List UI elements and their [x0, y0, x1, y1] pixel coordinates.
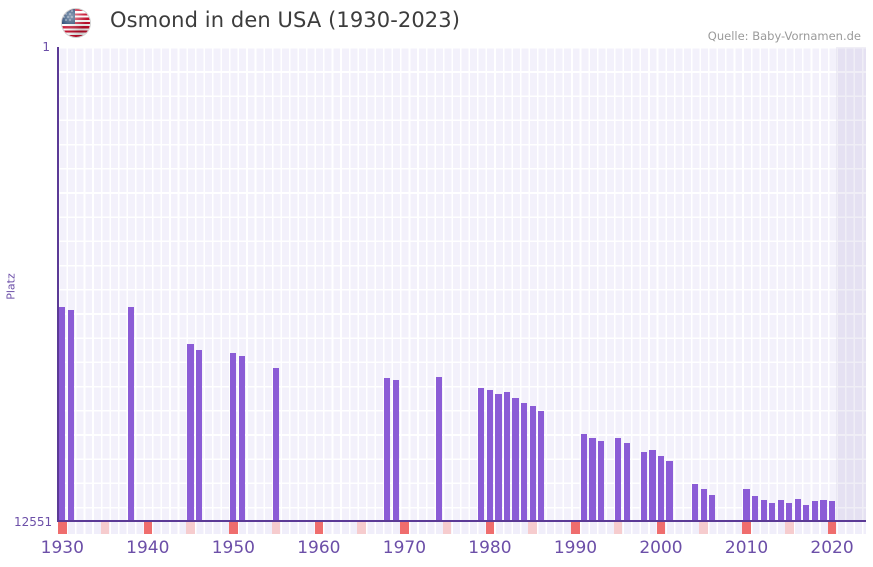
- bar[interactable]: [786, 503, 793, 521]
- bar[interactable]: [649, 450, 656, 521]
- bar[interactable]: [589, 438, 596, 521]
- x-tick-minor: [186, 522, 195, 534]
- bar[interactable]: [521, 403, 528, 521]
- bar[interactable]: [615, 438, 622, 521]
- x-axis-tick-label: 1980: [468, 538, 512, 558]
- bar[interactable]: [503, 392, 511, 521]
- bar[interactable]: [67, 310, 74, 521]
- x-axis-tick-label: 2000: [639, 538, 683, 558]
- bar[interactable]: [59, 307, 66, 521]
- bar[interactable]: [743, 489, 750, 521]
- x-tick-major: [485, 522, 495, 534]
- bar[interactable]: [529, 406, 536, 521]
- bar[interactable]: [803, 505, 810, 521]
- bar[interactable]: [709, 495, 716, 521]
- bar[interactable]: [811, 501, 819, 521]
- bar[interactable]: [777, 500, 784, 521]
- x-axis-tick-label: 1960: [297, 538, 341, 558]
- x-tick-minor: [699, 522, 709, 534]
- y-axis-title: Platz: [4, 273, 18, 300]
- x-axis-tick-label: 1950: [211, 538, 255, 558]
- bar[interactable]: [230, 353, 237, 521]
- x-tick-major: [827, 522, 837, 534]
- x-tick-major: [742, 522, 751, 534]
- bar[interactable]: [187, 344, 194, 521]
- x-tick-minor: [613, 522, 623, 534]
- x-axis-tick-label: 2020: [810, 538, 854, 558]
- source-attribution: Quelle: Baby-Vornamen.de: [707, 29, 861, 43]
- x-tick-major: [229, 522, 238, 534]
- x-tick-major: [143, 522, 153, 534]
- bar[interactable]: [512, 398, 519, 521]
- bar[interactable]: [486, 390, 493, 521]
- x-tick-minor: [442, 522, 452, 534]
- plot-area: [58, 47, 866, 521]
- x-tick-minor: [785, 522, 794, 534]
- chart-header: Osmond in den USA (1930-2023) Quelle: Ba…: [0, 0, 873, 44]
- bar[interactable]: [238, 356, 245, 521]
- bar[interactable]: [580, 434, 588, 521]
- x-tick-minor: [357, 522, 366, 534]
- x-axis-tick-label: 1940: [126, 538, 170, 558]
- x-tick-minor: [271, 522, 281, 534]
- x-axis-tick-label: 1930: [40, 538, 84, 558]
- bar[interactable]: [478, 388, 485, 521]
- bar[interactable]: [666, 461, 673, 521]
- bar[interactable]: [273, 368, 280, 521]
- bar[interactable]: [657, 456, 665, 521]
- bar[interactable]: [640, 452, 647, 521]
- x-tick-major: [314, 522, 324, 534]
- page-title: Osmond in den USA (1930-2023): [110, 8, 461, 32]
- bar[interactable]: [769, 503, 776, 521]
- y-axis-line: [57, 47, 59, 521]
- bar[interactable]: [127, 307, 134, 521]
- bar[interactable]: [692, 484, 699, 521]
- bar[interactable]: [794, 499, 801, 521]
- bar[interactable]: [760, 500, 767, 521]
- bar[interactable]: [623, 443, 630, 521]
- bar-series: [58, 47, 866, 521]
- bar[interactable]: [435, 377, 442, 521]
- x-axis-tick-label: 1970: [382, 538, 427, 558]
- us-flag-icon: [62, 9, 90, 37]
- bar[interactable]: [392, 380, 399, 521]
- bar[interactable]: [751, 496, 759, 521]
- y-axis-top-label: 1: [42, 40, 50, 54]
- bar[interactable]: [700, 489, 707, 521]
- x-axis-tick-band: [58, 522, 866, 534]
- bar[interactable]: [384, 378, 391, 521]
- x-tick-major: [656, 522, 666, 534]
- bar[interactable]: [820, 500, 827, 521]
- y-axis-bottom-label: 12551: [14, 515, 53, 529]
- x-tick-minor: [100, 522, 110, 534]
- x-tick-major: [58, 522, 67, 534]
- bar[interactable]: [828, 501, 836, 521]
- x-tick-major: [571, 522, 580, 534]
- x-axis-tick-label: 2010: [724, 538, 769, 558]
- bar[interactable]: [495, 394, 502, 521]
- x-axis-line: [57, 520, 866, 522]
- bar[interactable]: [538, 411, 545, 521]
- x-axis-labels: 1930 1940 1950 1960 1970 1980 1990 2000 2010 2020: [0, 538, 873, 563]
- x-tick-major: [400, 522, 409, 534]
- x-tick-minor: [528, 522, 537, 534]
- bar[interactable]: [196, 350, 203, 521]
- bar[interactable]: [598, 441, 605, 521]
- x-axis-tick-label: 1990: [553, 538, 598, 558]
